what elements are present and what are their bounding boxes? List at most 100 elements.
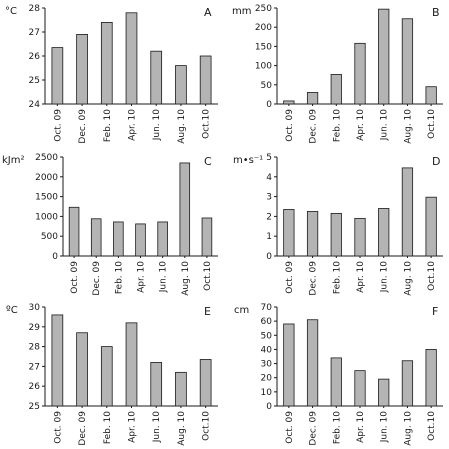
- x-tick-label: Apr. 10: [356, 109, 366, 141]
- bar: [199, 55, 212, 105]
- y-tick-label: 2000: [35, 173, 58, 183]
- x-tick-label: Feb. 10: [103, 411, 113, 444]
- bar: [150, 50, 163, 105]
- x-tick-label: Oct. 09: [53, 411, 63, 444]
- bar: [175, 65, 187, 105]
- bar: [51, 314, 64, 407]
- x-tick-label: Jun. 10: [159, 261, 169, 294]
- y-tick-label: 50: [261, 81, 273, 91]
- y-tick-label: 0: [52, 252, 58, 262]
- y-tick-label: 27: [29, 28, 40, 38]
- y-tick-label: 20: [261, 374, 273, 384]
- y-tick-label: 60: [261, 317, 273, 327]
- bar: [401, 18, 414, 105]
- y-tick-label: 250: [255, 4, 272, 14]
- bar: [306, 211, 319, 257]
- panel-c: 0 500 1000 1500 2000 2500 Oct. 09 Dec. 09 Feb. 1…: [2, 153, 218, 296]
- x-tick-label: Oct. 09: [285, 109, 295, 142]
- x-tick-label: Aug. 10: [177, 109, 187, 144]
- y-tick-label: 40: [261, 345, 273, 355]
- panel-letter: A: [204, 6, 212, 19]
- y-tick-label: 500: [41, 232, 58, 242]
- x-tick-label: Jun. 10: [152, 411, 162, 444]
- x-tick-label: Aug. 10: [403, 261, 413, 296]
- y-tick-label: 5: [266, 153, 272, 163]
- x-tick-label: Oct. 09: [285, 411, 295, 444]
- x-tick-label: Jun. 10: [152, 109, 162, 142]
- x-tick-label: Oct.10: [203, 261, 213, 291]
- bar: [68, 206, 80, 257]
- bar: [283, 323, 295, 407]
- bar: [378, 378, 390, 407]
- x-tick-label: Aug. 10: [403, 411, 413, 446]
- bar: [425, 349, 437, 407]
- bar: [330, 74, 342, 105]
- y-tick-label: 28: [29, 4, 41, 14]
- x-tick-label: Aug. 10: [177, 411, 187, 446]
- y-tick-label: 24: [29, 100, 41, 110]
- x-tick-label: Dec. 09: [92, 261, 102, 296]
- y-tick-label: 1500: [35, 193, 58, 203]
- bar: [100, 346, 113, 407]
- bar: [150, 362, 163, 407]
- x-tick-label: Jun. 10: [380, 109, 390, 142]
- x-tick-label: Oct. 09: [285, 261, 295, 294]
- x-tick-label: Dec. 09: [309, 261, 319, 296]
- y-tick-label: 26: [29, 52, 41, 62]
- y-tick-label: 2: [266, 212, 272, 222]
- y-tick-label: 70: [261, 303, 273, 313]
- bar: [51, 47, 64, 105]
- x-tick-label: Apr. 10: [137, 261, 147, 293]
- y-tick-label: 0: [266, 100, 272, 110]
- unit-label: mm: [232, 6, 251, 17]
- unit-label: cm: [234, 305, 249, 316]
- panel-letter: E: [204, 305, 211, 318]
- y-tick-label: 200: [255, 23, 272, 33]
- y-tick-label: 100: [255, 62, 272, 72]
- y-tick-label: 1: [266, 232, 272, 242]
- panel-letter: F: [432, 305, 438, 318]
- bar: [76, 34, 88, 105]
- y-tick-label: 3: [266, 193, 272, 203]
- bar: [199, 359, 212, 407]
- x-tick-label: Apr. 10: [356, 261, 366, 293]
- x-tick-label: Oct.10: [427, 109, 437, 139]
- unit-label: m•s⁻¹: [233, 155, 263, 166]
- unit-label: kJm²: [2, 155, 25, 166]
- y-tick-label: 0: [266, 252, 272, 262]
- bar: [401, 360, 414, 407]
- bar: [306, 319, 319, 407]
- bar: [425, 86, 437, 105]
- x-tick-label: Dec. 09: [78, 411, 88, 446]
- panel-a: 24 25 26 27 28 Oct. 09 Dec. 09 Feb. 10 Apr. 10 Ju…: [5, 4, 218, 144]
- bar: [90, 218, 102, 257]
- y-tick-label: 28: [29, 343, 41, 353]
- x-tick-label: Oct.10: [202, 109, 212, 139]
- y-tick-label: 2500: [35, 153, 58, 163]
- panel-f: 0 10 20 30 40 50 60 70 Oct. 09 Dec. 09 Feb. 10 Apr.…: [234, 303, 443, 446]
- x-tick-label: Feb. 10: [332, 261, 342, 294]
- x-tick-label: Feb. 10: [332, 109, 342, 142]
- bar: [283, 100, 295, 105]
- x-tick-label: Aug. 10: [181, 261, 191, 296]
- bar: [378, 8, 390, 105]
- bar: [330, 213, 342, 257]
- bar: [76, 332, 88, 407]
- bar: [354, 217, 366, 257]
- bar: [378, 208, 390, 257]
- x-tick-label: Oct. 09: [53, 109, 63, 142]
- bar: [179, 162, 191, 257]
- y-tick-label: 0: [266, 402, 272, 412]
- bar: [425, 196, 437, 257]
- bar: [354, 42, 366, 105]
- y-tick-label: 27: [29, 362, 40, 372]
- panel-b: 0 50 100 150 200 250 Oct. 09 Dec. 09 Feb. 10 Apr.…: [232, 4, 443, 144]
- bar: [201, 217, 213, 257]
- panel-letter: B: [432, 6, 440, 19]
- panel-letter: C: [204, 155, 212, 168]
- bar: [175, 371, 187, 407]
- x-tick-label: Feb. 10: [114, 261, 124, 294]
- bar: [157, 221, 168, 257]
- y-tick-label: 25: [29, 402, 40, 412]
